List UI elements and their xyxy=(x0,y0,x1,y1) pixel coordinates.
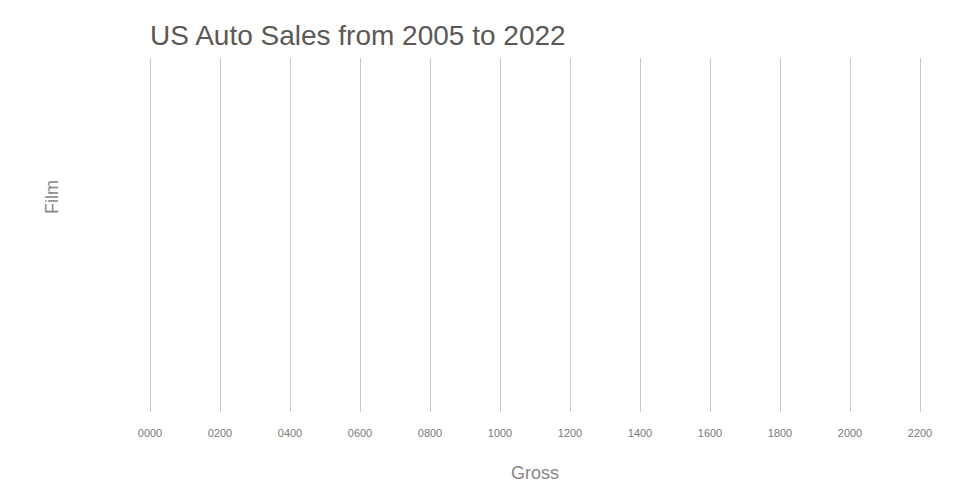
x-tick-label: 0800 xyxy=(418,427,442,439)
x-tick-label: 0400 xyxy=(278,427,302,439)
gridline xyxy=(430,58,431,412)
x-tick-label: 1400 xyxy=(628,427,652,439)
gridline xyxy=(780,58,781,412)
x-axis-title: Gross xyxy=(511,463,559,484)
gridline xyxy=(150,58,151,412)
chart-title: US Auto Sales from 2005 to 2022 xyxy=(150,20,566,52)
x-tick-label: 1200 xyxy=(558,427,582,439)
x-tick-label: 0200 xyxy=(208,427,232,439)
plot-area xyxy=(150,58,921,412)
gridline xyxy=(290,58,291,412)
chart-figure: US Auto Sales from 2005 to 2022 Film 000… xyxy=(0,0,960,500)
x-tick-label: 2000 xyxy=(838,427,862,439)
gridline xyxy=(360,58,361,412)
gridline xyxy=(920,58,921,412)
gridline xyxy=(640,58,641,412)
gridline xyxy=(220,58,221,412)
x-tick-label: 0600 xyxy=(348,427,372,439)
x-tick-label: 1600 xyxy=(698,427,722,439)
x-tick-label: 1800 xyxy=(768,427,792,439)
gridline xyxy=(570,58,571,412)
y-axis-title: Film xyxy=(42,180,63,214)
x-tick-label: 2200 xyxy=(908,427,932,439)
gridline xyxy=(850,58,851,412)
x-tick-label: 1000 xyxy=(488,427,512,439)
gridline xyxy=(710,58,711,412)
x-tick-label: 0000 xyxy=(138,427,162,439)
gridline xyxy=(500,58,501,412)
